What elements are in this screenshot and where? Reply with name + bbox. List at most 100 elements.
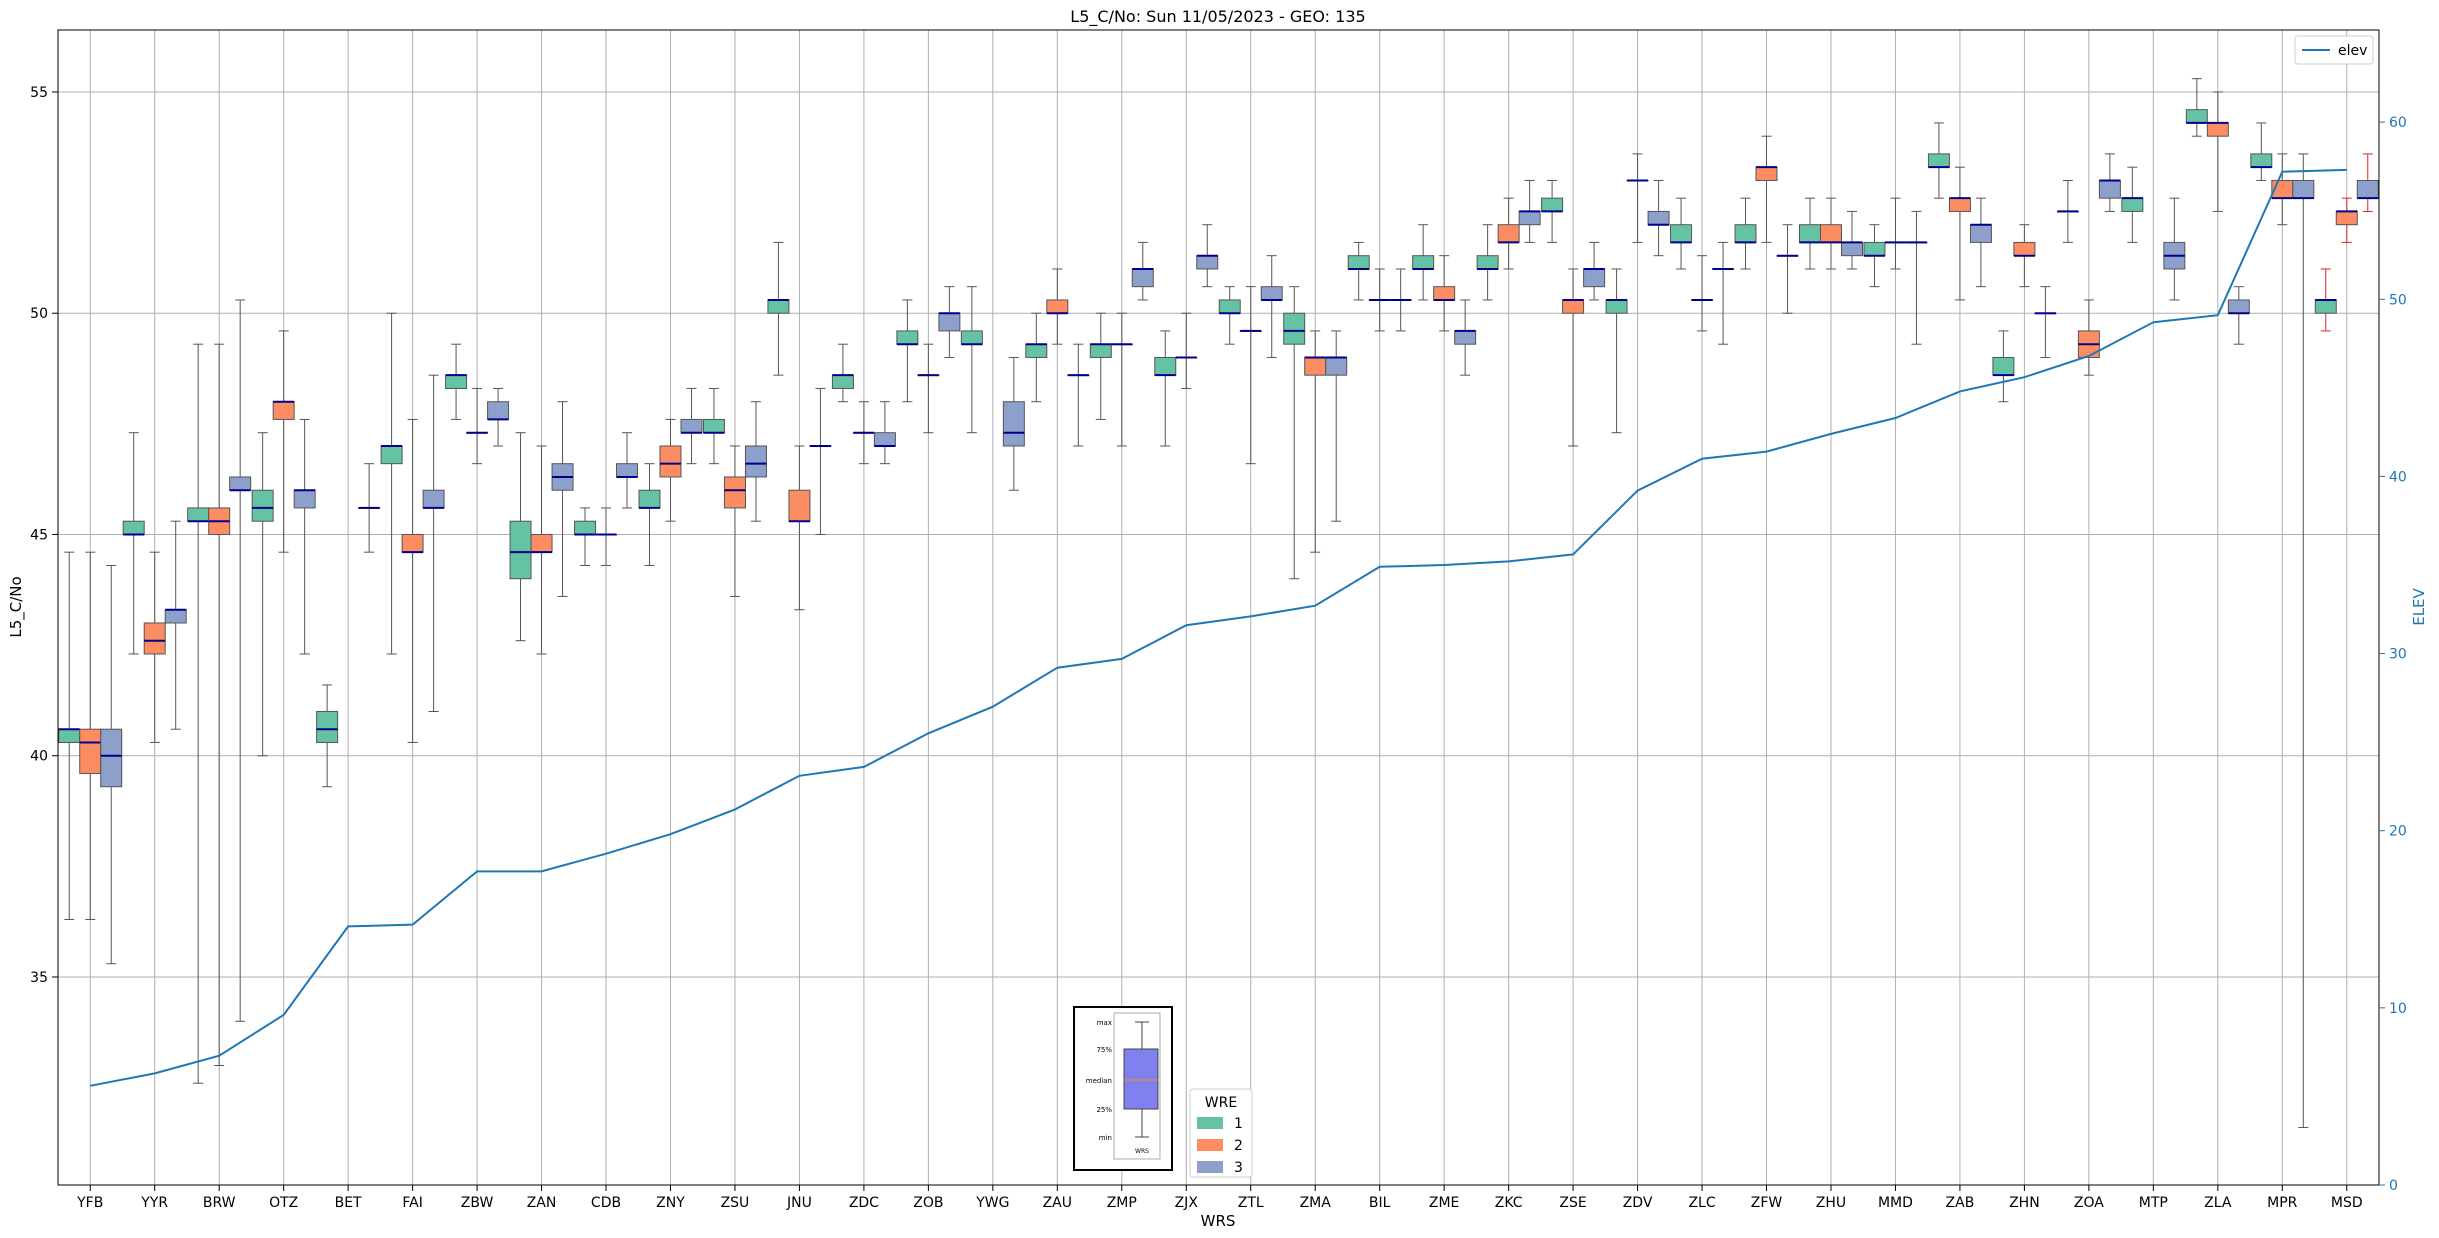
box-zse-3 xyxy=(1583,241,1606,301)
x-tick-label: YYR xyxy=(140,1195,168,1211)
box-ztl-3 xyxy=(1260,255,1283,358)
box-zfw-1 xyxy=(1734,197,1757,270)
box-body xyxy=(1131,268,1154,288)
box-body xyxy=(1562,299,1585,314)
box-yyr-2 xyxy=(143,551,166,743)
box-body xyxy=(445,374,468,389)
box-body xyxy=(2206,122,2229,137)
wre-legend: WRE 1 2 3 xyxy=(1189,1088,1253,1178)
box-body xyxy=(2292,179,2315,199)
box-body xyxy=(723,476,746,509)
elev-line xyxy=(90,168,2347,1087)
x-tick-label: ZDV xyxy=(1623,1195,1653,1211)
box-bet-1 xyxy=(316,684,339,788)
box-zma-1 xyxy=(1283,286,1306,580)
box-mtp-3 xyxy=(2163,197,2186,301)
box-body xyxy=(422,489,445,509)
box-body xyxy=(938,312,961,332)
box-body xyxy=(1046,299,1069,314)
box-zkc-1 xyxy=(1476,224,1499,301)
box-body xyxy=(659,445,682,478)
key-box: max 75% median 25% min WRS xyxy=(1073,1006,1173,1171)
box-zau-1 xyxy=(1025,312,1048,403)
box-body xyxy=(1583,268,1606,288)
box-body xyxy=(1260,286,1283,301)
box-yfb-1 xyxy=(58,551,81,920)
box-body xyxy=(2314,299,2337,314)
box-body xyxy=(401,533,424,553)
box-fai-3 xyxy=(422,374,445,712)
box-mpr-1 xyxy=(2250,122,2273,181)
x-tick-label: ZBW xyxy=(461,1195,494,1211)
box-fai-2 xyxy=(401,418,424,743)
x-tick-label: CDB xyxy=(591,1195,621,1211)
elev-legend-frame xyxy=(2294,35,2374,65)
box-mmd-1 xyxy=(1863,224,1886,288)
wre-legend-swatch-3 xyxy=(1197,1161,1223,1173)
box-msd-3 xyxy=(2356,153,2379,212)
y-tick-label: 50 xyxy=(30,306,48,322)
plot-frame xyxy=(57,29,2380,1186)
box-zan-3 xyxy=(551,401,574,597)
box-body xyxy=(143,622,166,655)
x-tick-label: OTZ xyxy=(269,1195,298,1211)
box-body xyxy=(1541,197,1564,212)
box-body xyxy=(316,710,339,743)
x-tick-label: ZFW xyxy=(1751,1195,1783,1211)
box-mmd-2 xyxy=(1884,197,1907,270)
box-zhn-1 xyxy=(1992,330,2015,403)
y2-axis: 0 10 20 30 40 50 60 xyxy=(2379,115,2407,1194)
box-body xyxy=(380,445,403,465)
y-tick-label: 55 xyxy=(30,85,48,101)
box-body xyxy=(1734,224,1757,243)
box-yfb-3 xyxy=(100,564,123,965)
x-tick-label: ZNY xyxy=(656,1195,685,1211)
box-msd-1 xyxy=(2314,268,2337,332)
y2-axis-label: ELEV xyxy=(2410,587,2428,625)
box-brw-3 xyxy=(229,299,252,1022)
x-tick-label: YWG xyxy=(975,1195,1009,1211)
box-body xyxy=(487,401,510,420)
x-tick-label: JNU xyxy=(786,1195,812,1211)
boxes xyxy=(58,78,2379,1128)
elev-legend: elev xyxy=(2294,35,2374,65)
box-zmp-1 xyxy=(1089,312,1112,420)
chart-title: L5_C/No: Sun 11/05/2023 - GEO: 135 xyxy=(1070,7,1365,27)
box-zme-3 xyxy=(1454,299,1477,376)
box-zlc-3 xyxy=(1712,241,1735,345)
x-axis: YFB YYR BRW OTZ BET FAI ZBW ZAN CDB ZNY ZSU JNU ZDC Z… xyxy=(76,1185,2363,1211)
box-body xyxy=(530,533,553,553)
x-tick-label: ZAN xyxy=(527,1195,557,1211)
x-tick-label: FAI xyxy=(402,1195,422,1211)
box-body xyxy=(1497,224,1520,243)
box-zse-1 xyxy=(1541,179,1564,243)
y2-tick-label: 40 xyxy=(2389,469,2407,485)
box-zdc-3 xyxy=(873,401,896,465)
box-body xyxy=(79,728,102,774)
box-body xyxy=(1002,401,1025,447)
box-zdv-3 xyxy=(1647,179,1670,257)
box-body xyxy=(831,374,854,389)
box-zoa-1 xyxy=(2056,179,2079,243)
box-body xyxy=(1196,255,1219,270)
box-zkc-3 xyxy=(1518,179,1541,243)
box-body xyxy=(1992,356,2015,376)
box-zau-3 xyxy=(1067,343,1090,447)
box-body xyxy=(2227,299,2250,314)
box-zhu-1 xyxy=(1798,197,1821,270)
box-zdv-2 xyxy=(1626,153,1649,243)
box-zan-2 xyxy=(530,445,553,655)
x-axis-label: WRS xyxy=(1201,1212,1236,1230)
box-body xyxy=(1605,299,1628,314)
box-cdb-2 xyxy=(595,507,618,566)
box-cdb-3 xyxy=(616,432,639,509)
box-body xyxy=(1454,330,1477,345)
y-tick-label: 40 xyxy=(30,749,48,765)
x-tick-label: ZLC xyxy=(1688,1195,1715,1211)
box-body xyxy=(1969,224,1992,243)
box-zny-3 xyxy=(680,387,703,465)
y-tick-label: 35 xyxy=(30,970,48,986)
box-body xyxy=(2013,241,2036,257)
box-jnu-1 xyxy=(767,241,790,376)
box-body xyxy=(1025,343,1048,358)
